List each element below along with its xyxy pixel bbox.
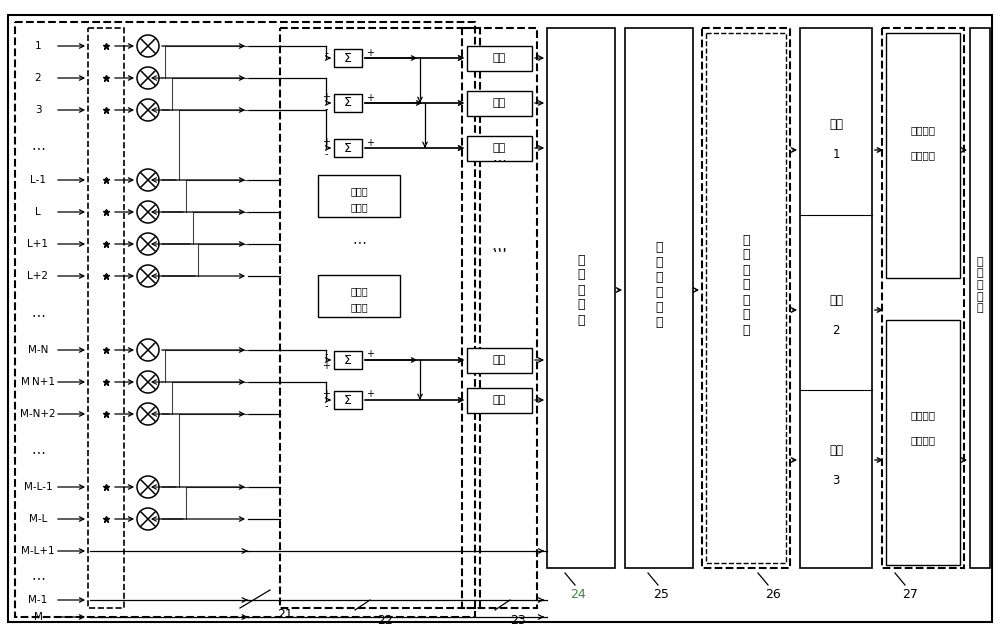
Bar <box>88 28 124 608</box>
Text: 位置: 位置 <box>829 118 843 131</box>
Text: ⋯: ⋯ <box>31 571 45 585</box>
Text: L-1: L-1 <box>30 175 46 185</box>
Text: 缓存: 缓存 <box>492 143 506 153</box>
Text: -: - <box>324 104 328 114</box>
Text: 二次搜索: 二次搜索 <box>910 150 936 160</box>
Bar <box>547 28 615 568</box>
Bar <box>334 351 362 369</box>
Bar <box>800 28 872 568</box>
Text: 1: 1 <box>832 148 840 162</box>
Text: 2: 2 <box>35 73 41 83</box>
Text: 2: 2 <box>832 324 840 336</box>
Bar <box>467 388 532 413</box>
Text: 得
符
号
起
点: 得 符 号 起 点 <box>977 257 983 313</box>
Bar <box>467 348 532 373</box>
Text: 下一时刻: 下一时刻 <box>910 410 936 420</box>
Text: M N+1: M N+1 <box>21 377 55 387</box>
Bar <box>467 91 532 116</box>
Text: M-N: M-N <box>28 345 48 355</box>
Text: Σ: Σ <box>344 141 352 155</box>
Text: 位置: 位置 <box>829 294 843 306</box>
Text: +: + <box>366 138 374 148</box>
Text: ⋯: ⋯ <box>352 235 366 249</box>
Text: 27: 27 <box>902 589 918 601</box>
Bar <box>467 46 532 71</box>
Text: 26: 26 <box>765 589 781 601</box>
Text: Σ: Σ <box>344 394 352 406</box>
Text: Σ: Σ <box>344 96 352 110</box>
Text: ⋯: ⋯ <box>31 445 45 459</box>
Bar <box>886 33 960 278</box>
Text: 用于下: 用于下 <box>350 186 368 196</box>
Bar <box>15 22 475 617</box>
Text: 缓存: 缓存 <box>492 98 506 108</box>
Text: M-L+1: M-L+1 <box>21 546 55 556</box>
Text: -: - <box>324 149 328 159</box>
Text: 缓存: 缓存 <box>492 355 506 365</box>
Text: 代结果: 代结果 <box>350 302 368 312</box>
Text: M-1: M-1 <box>28 595 48 605</box>
Text: -: - <box>324 48 328 58</box>
Bar <box>467 136 532 161</box>
Bar <box>702 28 790 568</box>
Text: 25: 25 <box>653 589 669 601</box>
Text: ⋯: ⋯ <box>31 308 45 322</box>
Text: ⋯: ⋯ <box>491 243 507 257</box>
Text: 二次搜索: 二次搜索 <box>910 435 936 445</box>
Text: 23: 23 <box>510 613 526 627</box>
Bar <box>318 175 400 217</box>
Text: +: + <box>322 137 330 147</box>
Text: 24: 24 <box>570 589 586 601</box>
Text: ⋯: ⋯ <box>492 153 506 167</box>
Text: 21: 21 <box>277 608 293 622</box>
Bar <box>706 33 786 563</box>
Text: +: + <box>366 93 374 103</box>
Text: L: L <box>35 207 41 217</box>
Bar <box>334 49 362 67</box>
Text: -: - <box>324 401 328 411</box>
Text: +: + <box>366 349 374 359</box>
Text: 缓存: 缓存 <box>492 395 506 405</box>
Text: 判
断
首
峰
值
位
置: 判 断 首 峰 值 位 置 <box>742 234 750 336</box>
Text: +: + <box>366 48 374 58</box>
Text: ⋯: ⋯ <box>31 141 45 155</box>
Bar <box>882 28 964 568</box>
Bar <box>334 139 362 157</box>
Text: 当前时刻: 当前时刻 <box>910 125 936 135</box>
Text: 位置: 位置 <box>829 443 843 457</box>
Text: +: + <box>366 389 374 399</box>
Text: M-L: M-L <box>29 514 47 524</box>
Text: +: + <box>322 92 330 102</box>
Bar <box>318 275 400 317</box>
Bar <box>280 28 480 608</box>
Text: L+2: L+2 <box>28 271 48 281</box>
Bar <box>886 320 960 565</box>
Text: 搜
寻
首
峰
值
点: 搜 寻 首 峰 值 点 <box>655 241 663 329</box>
Text: 1: 1 <box>35 41 41 51</box>
Bar <box>970 28 990 568</box>
Text: Σ: Σ <box>344 52 352 64</box>
Text: M-N+2: M-N+2 <box>20 409 56 419</box>
Bar <box>334 391 362 409</box>
Text: +: + <box>322 361 330 371</box>
Text: 22: 22 <box>377 613 393 627</box>
Text: L+1: L+1 <box>28 239 48 249</box>
Bar <box>625 28 693 568</box>
Text: -: - <box>324 349 328 359</box>
Text: ⋯: ⋯ <box>492 243 506 257</box>
Text: 缓存: 缓存 <box>492 53 506 63</box>
Text: 次迭代: 次迭代 <box>350 202 368 212</box>
Bar <box>334 94 362 112</box>
Text: 3: 3 <box>35 105 41 115</box>
Text: 上次迭: 上次迭 <box>350 286 368 296</box>
Text: M: M <box>34 612 42 622</box>
Text: 3: 3 <box>832 473 840 487</box>
Text: 搜
寻
阈
值
点: 搜 寻 阈 值 点 <box>577 254 585 327</box>
Text: Σ: Σ <box>344 354 352 366</box>
Text: +: + <box>322 389 330 399</box>
Bar <box>462 28 537 608</box>
Text: M-L-1: M-L-1 <box>24 482 52 492</box>
